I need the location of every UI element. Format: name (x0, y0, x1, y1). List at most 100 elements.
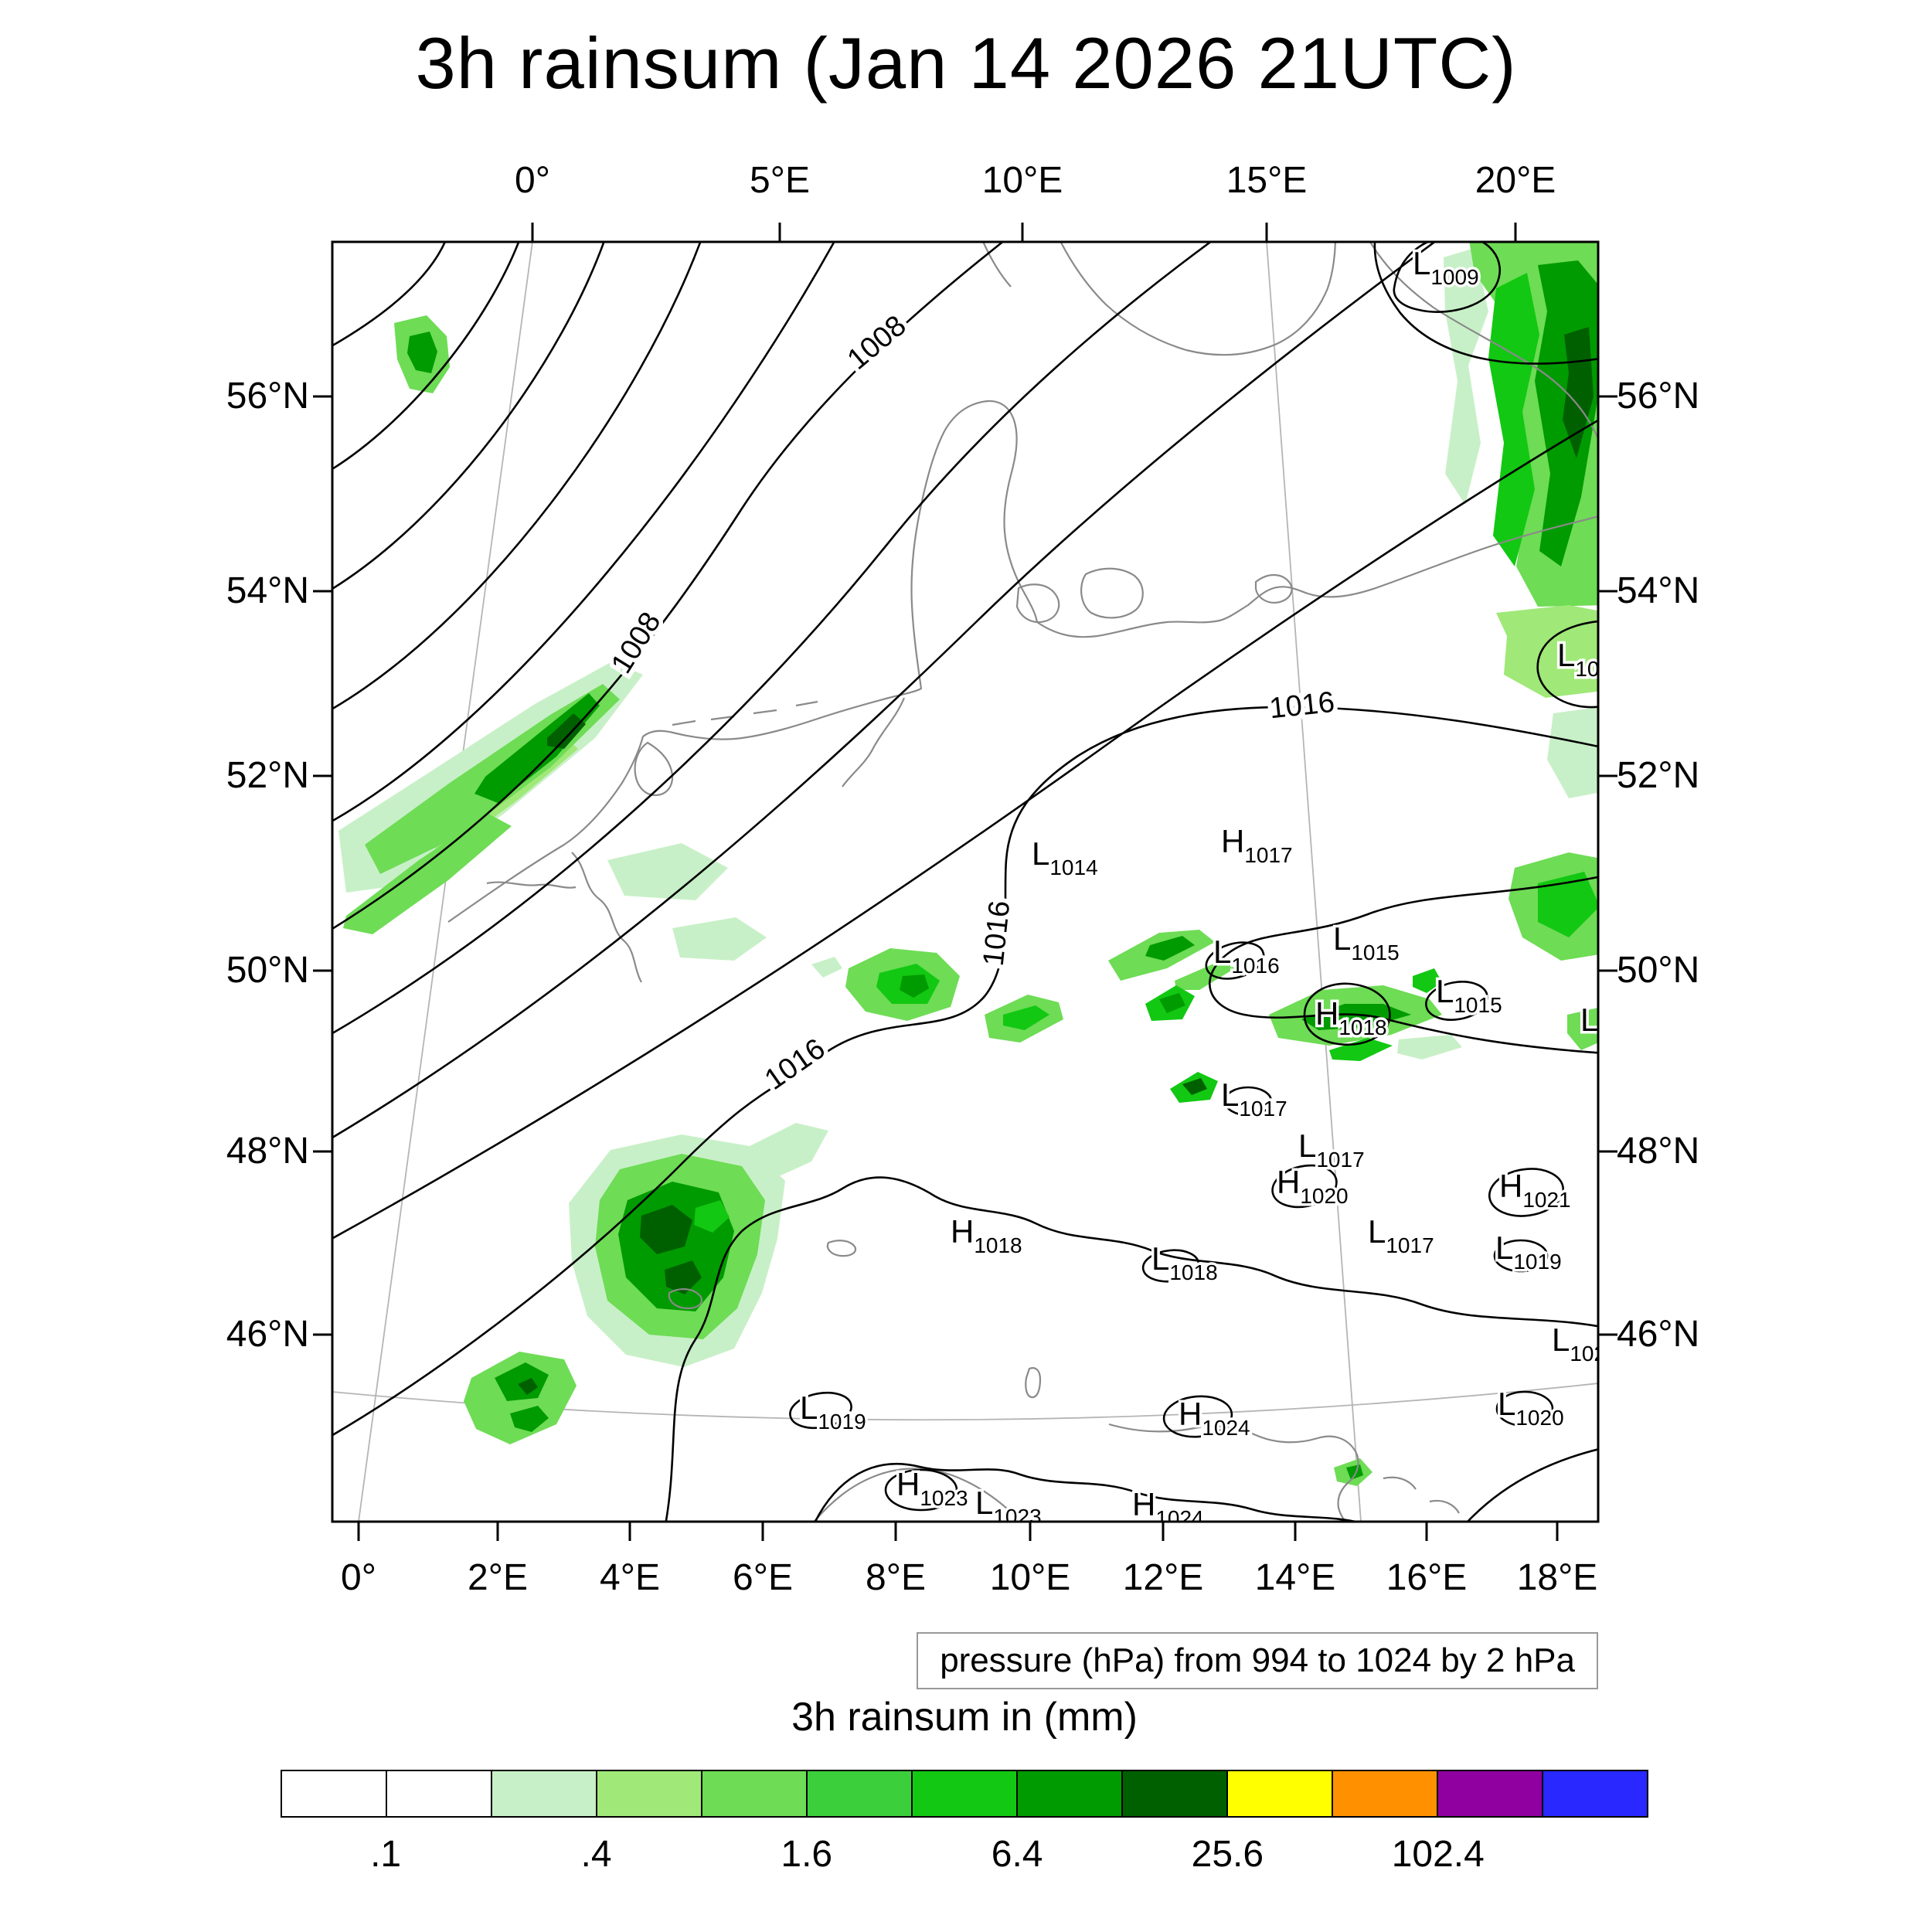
rain-shading (495, 1362, 549, 1401)
isobar (1205, 941, 1265, 980)
isobar-value-label: 1016 (978, 900, 1017, 968)
map-frame (331, 240, 1600, 1523)
axis-label-bottom: 14°E (1254, 1557, 1336, 1598)
isobar (1373, 242, 1598, 365)
pressure-center-low: L1014 (1032, 835, 1098, 879)
axis-label-top: 0° (515, 160, 550, 201)
colorbar-cell (1543, 1771, 1647, 1816)
coastline (1060, 242, 1337, 356)
coastline (826, 1240, 857, 1257)
axis-label-bottom: 16°E (1386, 1557, 1468, 1598)
axis-label-right: 54°N (1617, 570, 1700, 611)
isobar (1223, 1086, 1273, 1117)
axis-label-right: 48°N (1617, 1131, 1700, 1172)
axis-label-bottom: 18°E (1516, 1557, 1598, 1598)
rain-shading (1567, 1007, 1598, 1050)
axis-label-right: 52°N (1617, 755, 1700, 796)
coastline (1015, 583, 1060, 624)
coastline (668, 1288, 703, 1310)
isobar (814, 1463, 1360, 1522)
pressure-center-high: H1023 (896, 1466, 968, 1510)
coastline (672, 700, 818, 726)
axis-label-top: 10°E (981, 160, 1063, 201)
coastline (1108, 1423, 1359, 1522)
coastline (842, 697, 906, 787)
isobar (1425, 981, 1488, 1021)
isobar (1536, 620, 1598, 709)
axis-label-bottom: 10°E (989, 1557, 1071, 1598)
isobar-value-label: 1008 (842, 309, 913, 376)
colorbar-cell (808, 1771, 913, 1816)
rain-shading (1301, 1004, 1411, 1030)
rain-shading (1182, 1078, 1207, 1095)
rain-shading (547, 713, 586, 749)
pressure-center-high: H1024 (1179, 1396, 1250, 1440)
isobar (1393, 242, 1501, 313)
isobar-value-label: 1016 (759, 1032, 831, 1097)
pressure-center-low: L1015 (1333, 920, 1400, 964)
rain-shading (510, 1406, 549, 1432)
isobars (332, 242, 1598, 1522)
rain-shading (640, 1205, 692, 1254)
isobar (332, 242, 1437, 1139)
axis-label-bottom: 12°E (1122, 1557, 1204, 1598)
coastline (571, 852, 642, 983)
axis-label-right: 50°N (1617, 950, 1700, 991)
rain-shading (1547, 706, 1598, 798)
isobar (332, 706, 1598, 1437)
colorbar-tick-label: 102.4 (1391, 1834, 1485, 1875)
pressure-center-low: L1015 (1436, 973, 1502, 1017)
graticule (1266, 242, 1362, 1522)
axis-label-left: 52°N (226, 755, 309, 796)
colorbar-cell (387, 1771, 492, 1816)
axis-label-left: 56°N (226, 376, 309, 417)
axis-label-bottom: 8°E (866, 1557, 926, 1598)
rain-shading (665, 1260, 702, 1294)
pressure-center-low: L1020 (1498, 1386, 1564, 1430)
axis-label-top: 15°E (1226, 160, 1308, 201)
rain-shading (1496, 605, 1598, 698)
axis-label-right: 56°N (1617, 376, 1700, 417)
pressure-caption: pressure (hPa) from 994 to 1024 by 2 hPa (917, 1632, 1598, 1689)
pressure-center-high: H1018 (951, 1213, 1022, 1257)
isobar (1488, 1168, 1565, 1217)
colorbar-cell (1438, 1771, 1543, 1816)
coastlines (447, 242, 1598, 1522)
isobar (1466, 1448, 1598, 1522)
axis-label-right: 46°N (1617, 1314, 1700, 1355)
isobar (665, 1176, 1598, 1522)
pressure-center-low: L1009 (1413, 245, 1479, 289)
colorbar-tick-label: 1.6 (781, 1834, 833, 1875)
chart-title: 3h rainsum (Jan 14 2026 21UTC) (415, 22, 1517, 104)
pressure-center-low: L10 (1557, 637, 1600, 681)
map-frame-group (331, 240, 1600, 1523)
coastline (1383, 1476, 1460, 1514)
isobar (332, 242, 1005, 930)
axis-label-left: 46°N (226, 1314, 309, 1355)
axis-label-bottom: 6°E (733, 1557, 793, 1598)
rain-shading (900, 975, 929, 998)
rain-shading (1329, 1038, 1393, 1061)
rain-shading (694, 1200, 730, 1233)
pressure-center-low: L1017 (1221, 1077, 1287, 1121)
rain-shading (1175, 961, 1235, 990)
pressure-center-low: L1019 (1495, 1230, 1562, 1274)
rain-shading (1397, 1035, 1462, 1060)
pressure-center-low: L1017 (1298, 1128, 1365, 1172)
isobar (1493, 1239, 1549, 1273)
axis-label-left: 54°N (226, 570, 309, 611)
pressure-center-low: L1019 (800, 1389, 866, 1434)
coastline (1080, 567, 1144, 619)
rain-shading (1444, 248, 1488, 505)
pressure-center-low: L1017 (1368, 1213, 1434, 1257)
rain-shading (1538, 872, 1598, 937)
isobar (332, 242, 1213, 1035)
isobar (789, 1391, 852, 1430)
rain-shading (607, 843, 728, 900)
colorbar-tick-label: .4 (580, 1834, 612, 1875)
colorbar-tick-label: 6.4 (991, 1834, 1043, 1875)
pressure-center-low: L1020 (1552, 1321, 1618, 1366)
rain-shading (343, 814, 512, 934)
coastline (486, 881, 577, 889)
